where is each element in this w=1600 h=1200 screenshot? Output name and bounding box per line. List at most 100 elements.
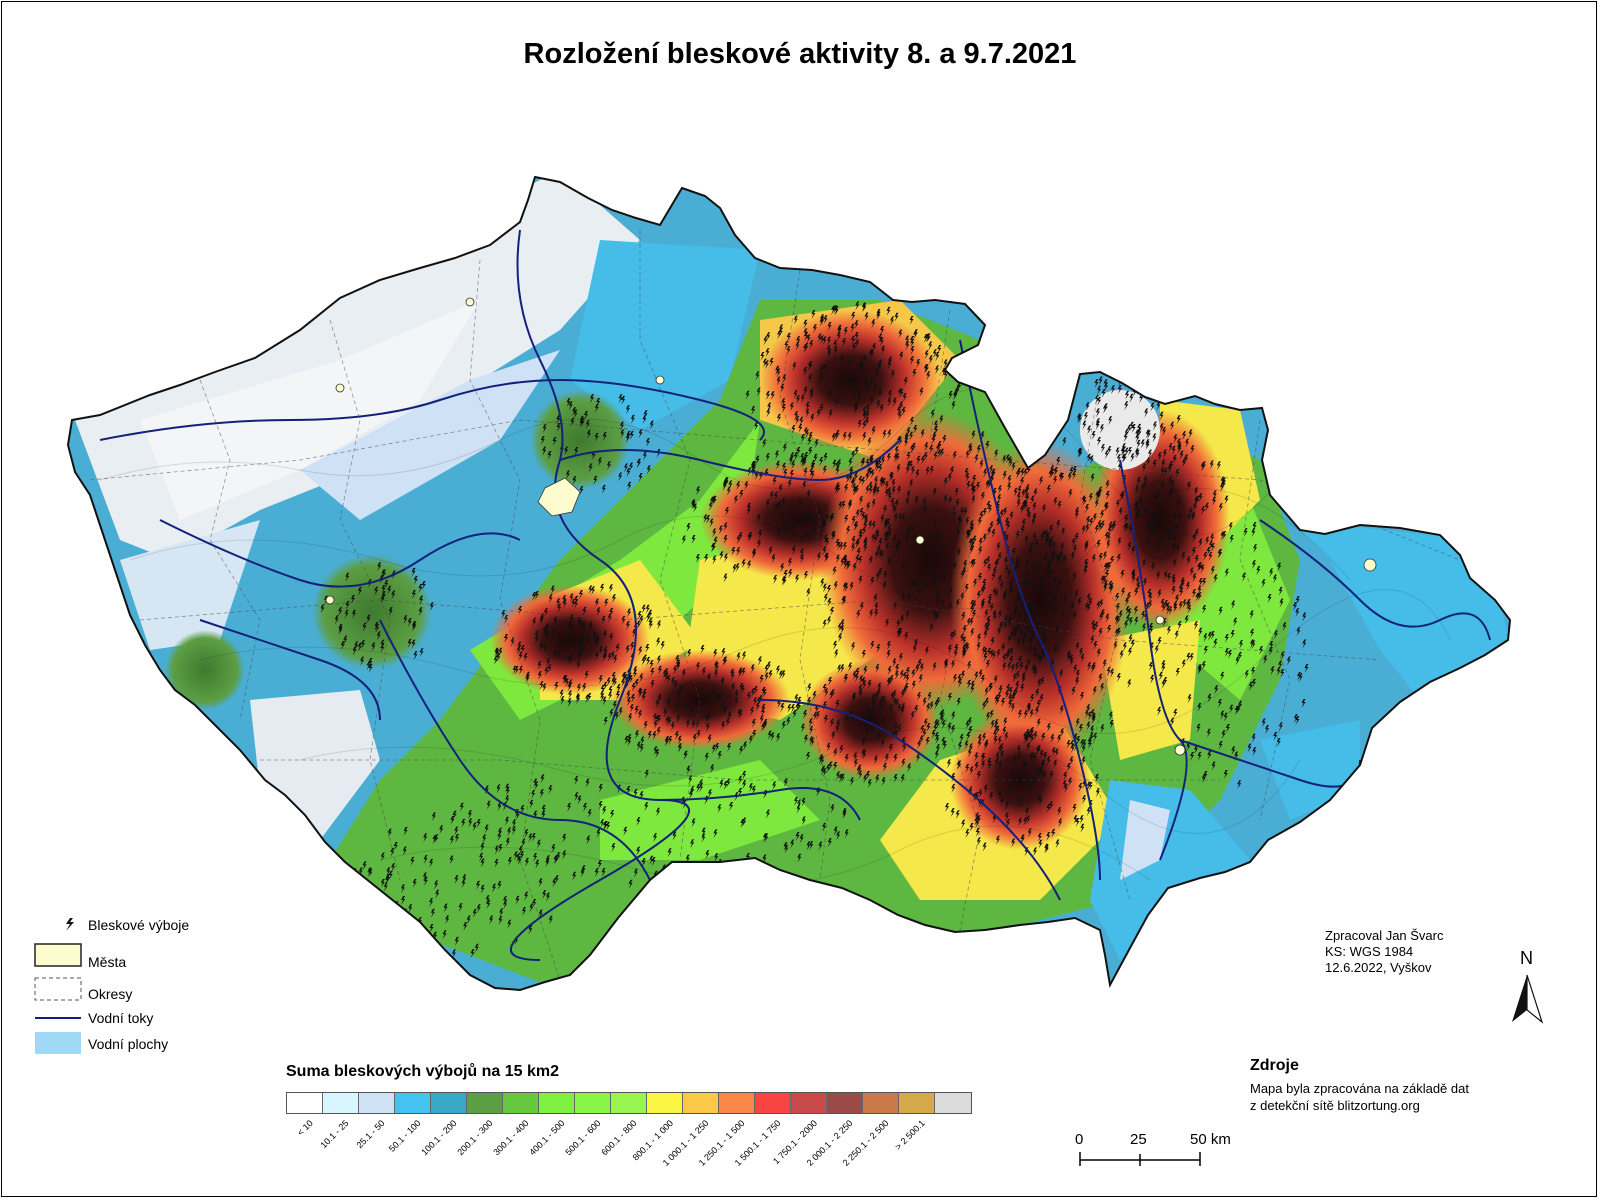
lightning-strike: [1040, 677, 1045, 687]
lightning-strike: [784, 341, 789, 351]
lightning-strike: [1176, 438, 1181, 448]
lightning-strike: [878, 538, 883, 548]
lightning-strike: [1270, 666, 1275, 676]
lightning-strike: [649, 660, 654, 670]
lightning-strike: [1049, 801, 1054, 811]
lightning-strike: [851, 642, 856, 652]
lightning-strike: [1251, 528, 1256, 538]
lightning-strike: [542, 683, 547, 693]
city-chomutov: [335, 383, 345, 393]
lightning-strike: [1092, 624, 1097, 634]
lightning-strike: [851, 715, 856, 725]
lightning-strike: [1050, 553, 1055, 563]
lightning-strike: [969, 823, 974, 833]
lightning-strike: [984, 739, 989, 749]
lightning-strike: [1229, 704, 1234, 714]
lightning-strike: [1127, 446, 1132, 456]
lightning-strike: [1136, 582, 1141, 592]
lightning-strike: [1159, 423, 1164, 433]
lightning-strike: [991, 571, 996, 581]
lightning-strike: [1163, 571, 1168, 581]
lightning-strike: [656, 637, 661, 647]
lightning-strike: [987, 598, 992, 608]
lightning-strike: [1088, 781, 1093, 791]
lightning-strike: [556, 632, 561, 642]
lightning-strike: [771, 554, 776, 564]
lightning-strike: [423, 833, 428, 843]
lightning-strike: [1041, 630, 1046, 640]
lightning-strike: [1097, 520, 1102, 530]
lightning-strike: [742, 651, 747, 661]
lightning-strike: [633, 868, 638, 878]
lightning-strike: [829, 718, 834, 728]
lightning-strike: [1224, 633, 1229, 643]
lightning-strike: [1190, 751, 1195, 761]
lightning-strike: [1037, 833, 1042, 843]
lightning-strike: [597, 457, 602, 467]
lightning-strike: [762, 358, 767, 368]
lightning-strike: [809, 736, 814, 746]
lightning-strike: [809, 516, 814, 526]
lightning-strike: [1005, 651, 1010, 661]
lightning-strike: [580, 868, 585, 878]
lightning-strike: [951, 401, 956, 411]
lightning-strike: [1175, 668, 1180, 678]
lightning-strike: [806, 334, 811, 344]
lightning-strike: [449, 835, 454, 845]
lightning-strike: [620, 429, 625, 439]
lightning-strike: [808, 374, 813, 384]
lightning-strike: [653, 833, 658, 843]
lightning-strike: [887, 397, 892, 407]
city-swatch: [34, 943, 82, 967]
lightning-strike: [888, 743, 893, 753]
lightning-strike: [1075, 669, 1080, 679]
lightning-strike: [842, 810, 847, 820]
lightning-strike: [1049, 536, 1054, 546]
lightning-strike: [1124, 514, 1129, 524]
lightning-strike: [803, 710, 808, 720]
lightning-strike: [666, 698, 671, 708]
lightning-strike: [504, 816, 509, 826]
lightning-strike: [1168, 476, 1173, 486]
lightning-strike: [975, 819, 980, 829]
lightning-strike: [497, 802, 502, 812]
lightning-strike: [1094, 525, 1099, 535]
lightning-strike: [893, 722, 898, 732]
lightning-strike: [1131, 569, 1136, 579]
lightning-strike: [893, 753, 898, 763]
lightning-strike: [1050, 588, 1055, 598]
lightning-strike: [700, 645, 705, 655]
lightning-strike: [1047, 561, 1052, 571]
lightning-strike: [625, 645, 630, 655]
lightning-strike: [539, 681, 544, 691]
lightning-strike: [1024, 442, 1029, 452]
lightning-strike: [568, 690, 573, 700]
lightning-strike: [854, 447, 859, 457]
lightning-strike: [574, 595, 579, 605]
lightning-strike: [878, 464, 883, 474]
lightning-strike: [1180, 579, 1185, 589]
lightning-strike: [767, 402, 772, 412]
lightning-strike: [809, 391, 814, 401]
lightning-strike: [926, 371, 931, 381]
lightning-strike: [801, 816, 806, 826]
lightning-strike: [897, 485, 902, 495]
lightning-strike: [618, 394, 623, 404]
lightning-strike: [970, 538, 975, 548]
lightning-strike: [886, 677, 891, 687]
lightning-strike: [1048, 541, 1053, 551]
lightning-strike: [783, 468, 788, 478]
lightning-strike: [482, 834, 487, 844]
lightning-strike: [1276, 667, 1281, 677]
lightning-strike: [629, 462, 634, 472]
lightning-strike: [884, 481, 889, 491]
lightning-strike: [776, 733, 781, 743]
lightning-strike: [1220, 531, 1225, 541]
lightning-strike: [873, 384, 878, 394]
lightning-strike: [760, 352, 765, 362]
lightning-strike: [608, 685, 613, 695]
lightning-strike: [1070, 744, 1075, 754]
lightning-strike: [495, 649, 500, 659]
lightning-strike: [1046, 832, 1051, 842]
lightning-strike: [380, 878, 385, 888]
